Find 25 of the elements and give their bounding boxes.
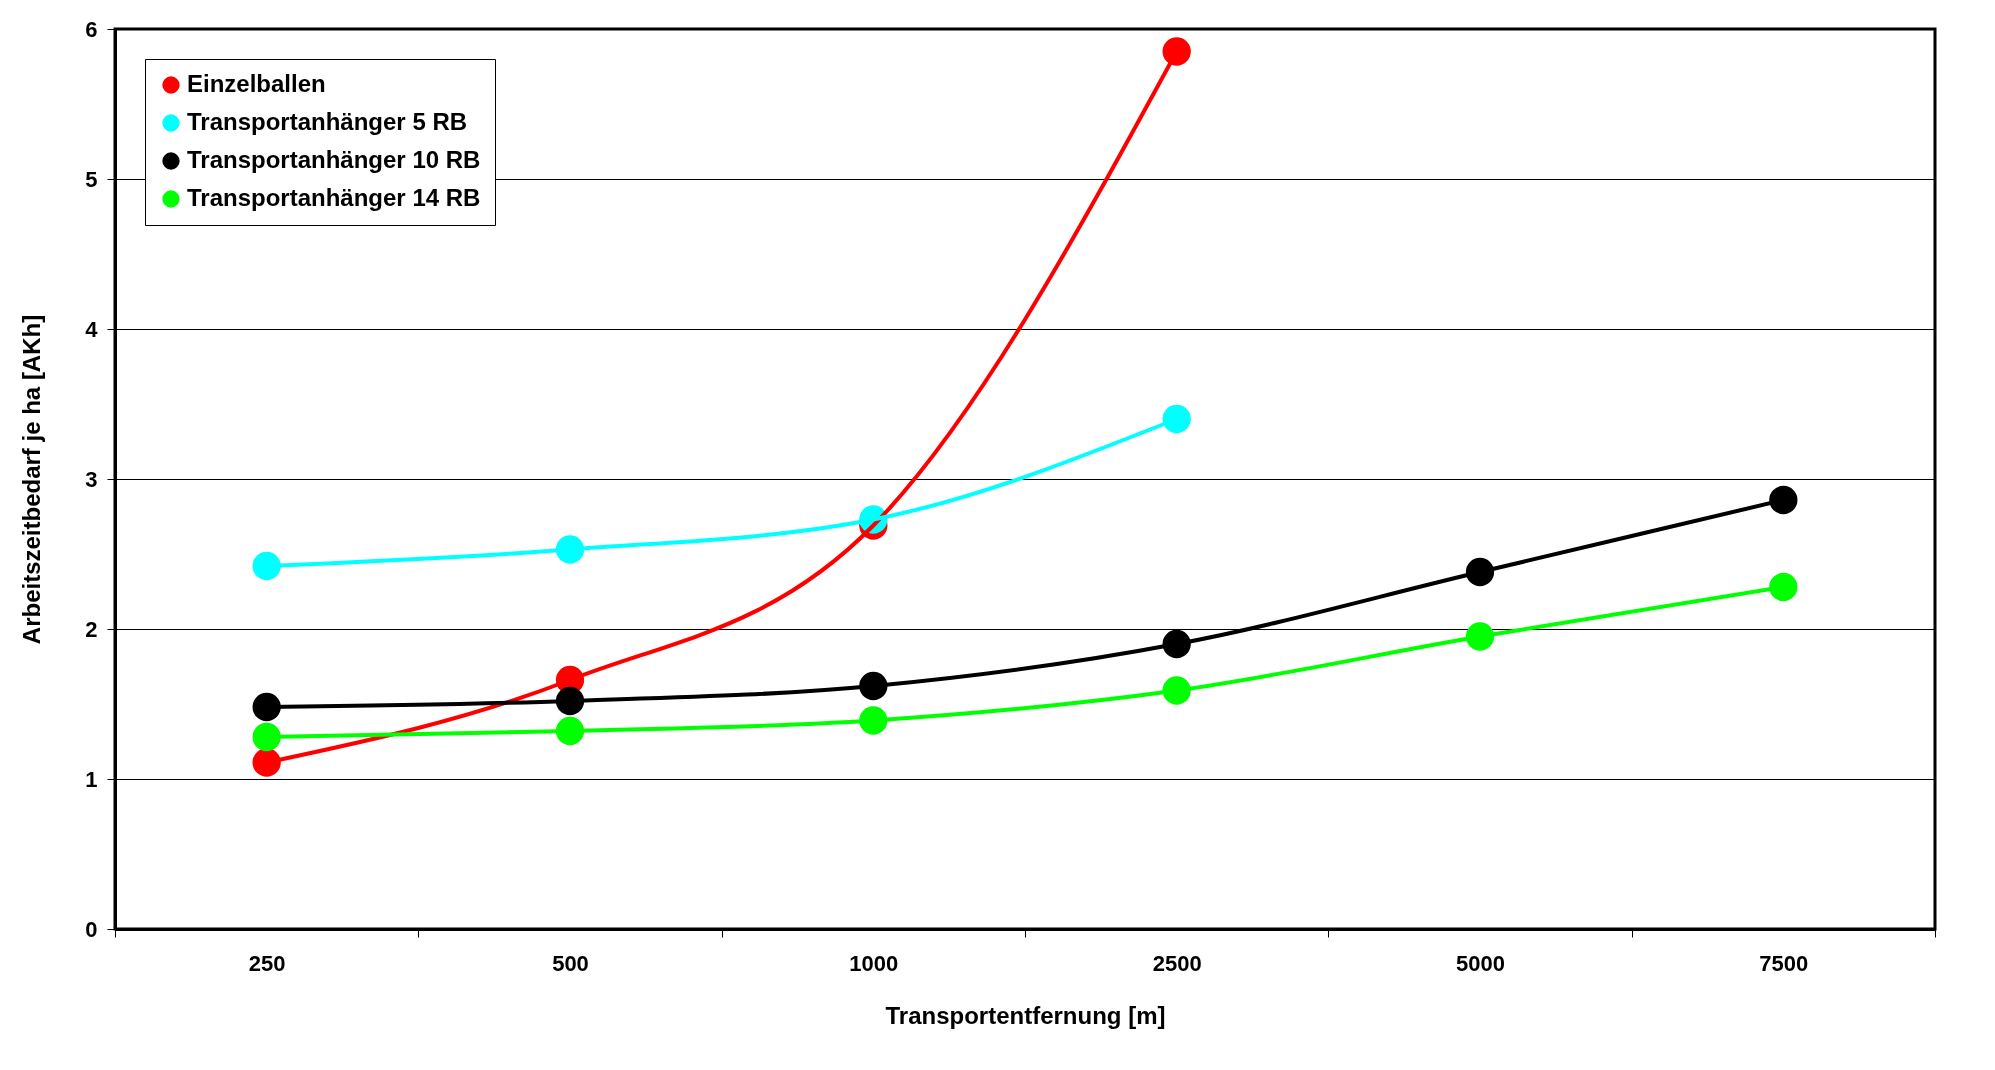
y-tick-label: 6	[85, 16, 98, 42]
point	[1769, 485, 1798, 515]
point	[252, 722, 281, 752]
y-tick-label: 1	[85, 766, 98, 792]
y-tick-label: 4	[85, 316, 99, 342]
x-tick-label: 5000	[1456, 950, 1505, 976]
x-axis-title: Transportentfernung [m]	[885, 1001, 1166, 1029]
x-tick-label: 7500	[1759, 950, 1809, 976]
point	[1162, 404, 1191, 434]
y-tick-label: 5	[85, 166, 98, 192]
y-tick-label: 0	[85, 916, 98, 942]
x-tick-label: 2500	[1152, 950, 1202, 976]
x-tick-label: 250	[248, 950, 286, 976]
y-tick-label: 3	[85, 466, 98, 492]
x-tick-label: 1000	[849, 950, 899, 976]
legend-label: Einzelballen	[187, 70, 326, 97]
legend-label: Transportanhänger 10 RB	[187, 146, 481, 173]
point	[252, 692, 281, 722]
point	[252, 551, 281, 581]
x-tick-label: 500	[552, 950, 589, 976]
y-axis-title: Arbeitszeitbedarf je ha [AKh]	[18, 314, 46, 645]
point	[1769, 572, 1798, 602]
legend-label: Transportanhänger 14 RB	[187, 184, 481, 211]
legend-label: Transportanhänger 5 RB	[187, 108, 468, 135]
y-tick-label: 2	[85, 616, 98, 642]
